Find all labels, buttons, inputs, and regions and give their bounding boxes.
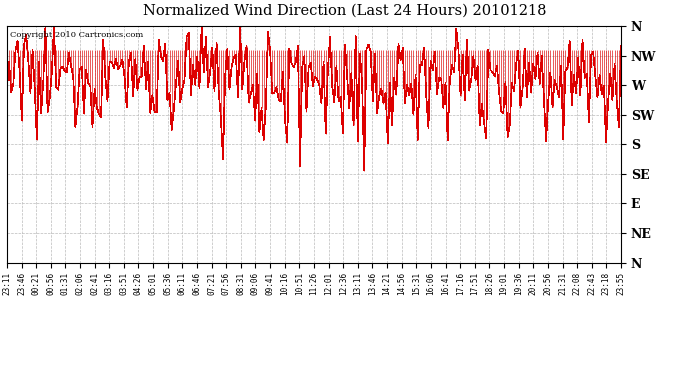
Text: Normalized Wind Direction (Last 24 Hours) 20101218: Normalized Wind Direction (Last 24 Hours… <box>144 4 546 18</box>
Text: Copyright 2010 Cartronics.com: Copyright 2010 Cartronics.com <box>10 31 144 39</box>
